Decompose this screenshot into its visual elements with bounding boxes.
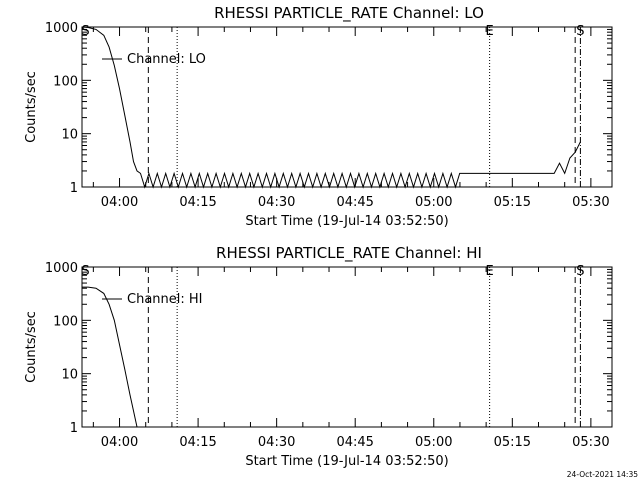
x-tick-label: 04:45 bbox=[336, 435, 373, 450]
y-tick-label: 1000 bbox=[45, 21, 78, 36]
marker-label: S bbox=[81, 24, 89, 39]
x-tick-label: 05:30 bbox=[572, 195, 609, 210]
panel2-legend: Channel: HI bbox=[127, 292, 203, 307]
panel2-plot-frame bbox=[81, 266, 613, 428]
y-tick-label: 1 bbox=[70, 421, 78, 436]
x-tick-label: 04:45 bbox=[336, 195, 373, 210]
x-tick-label: 04:30 bbox=[258, 435, 295, 450]
y-tick-label: 100 bbox=[53, 74, 78, 89]
x-tick-label: 05:00 bbox=[415, 435, 452, 450]
footer-date: 24-Oct-2021 14:35 bbox=[567, 470, 638, 479]
y-tick-label: 1 bbox=[70, 181, 78, 196]
x-tick-label: 05:15 bbox=[494, 435, 531, 450]
panel2-title: RHESSI PARTICLE_RATE Channel: HI bbox=[216, 244, 482, 263]
marker-label: E bbox=[486, 24, 494, 39]
x-tick-label: 05:30 bbox=[572, 435, 609, 450]
y-tick-label: 10 bbox=[61, 128, 78, 143]
marker-label: S bbox=[81, 264, 89, 279]
panel2-ylabel: Counts/sec bbox=[24, 311, 39, 383]
panel1-xlabel: Start Time (19-Jul-14 03:52:50) bbox=[245, 214, 448, 229]
panel1-plot-frame bbox=[81, 26, 613, 188]
x-tick-label: 04:30 bbox=[258, 195, 295, 210]
x-tick-label: 05:00 bbox=[415, 195, 452, 210]
marker-label: S bbox=[576, 264, 584, 279]
y-tick-label: 10 bbox=[61, 368, 78, 383]
x-tick-label: 04:00 bbox=[101, 195, 138, 210]
panel1-legend: Channel: LO bbox=[127, 52, 206, 67]
x-tick-label: 04:15 bbox=[179, 195, 216, 210]
panel2-xlabel: Start Time (19-Jul-14 03:52:50) bbox=[245, 454, 448, 469]
panel1-ylabel: Counts/sec bbox=[24, 71, 39, 143]
panel1-title: RHESSI PARTICLE_RATE Channel: LO bbox=[214, 4, 484, 23]
y-tick-label: 1000 bbox=[45, 261, 78, 276]
x-tick-label: 05:15 bbox=[494, 195, 531, 210]
x-tick-label: 04:00 bbox=[101, 435, 138, 450]
series-line-2 bbox=[82, 286, 138, 428]
x-tick-label: 04:15 bbox=[179, 435, 216, 450]
series-line-1 bbox=[81, 26, 581, 189]
marker-label: E bbox=[486, 264, 494, 279]
marker-label: S bbox=[576, 24, 584, 39]
y-tick-label: 100 bbox=[53, 314, 78, 329]
